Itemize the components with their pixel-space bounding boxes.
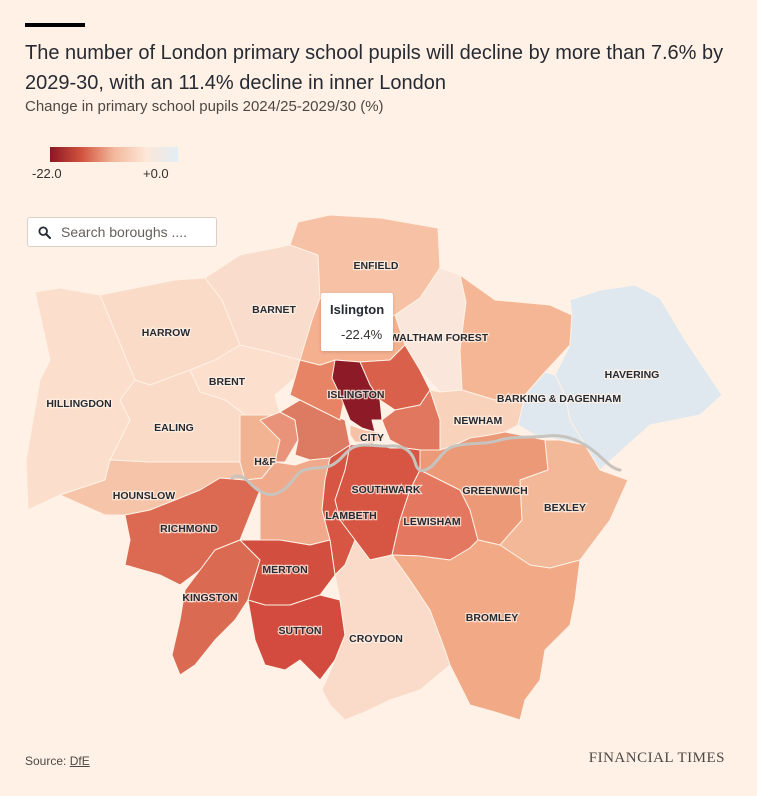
label-harrow: HARROW — [142, 327, 190, 339]
label-sutton: SUTTON — [279, 625, 322, 637]
label-city: CITY — [360, 432, 384, 444]
label-ealing: EALING — [154, 422, 194, 434]
source-link[interactable]: DfE — [69, 754, 90, 768]
source-label: Source: — [25, 754, 67, 768]
label-barking-dagenham: BARKING & DAGENHAM — [497, 393, 622, 405]
label-islington: ISLINGTON — [328, 389, 385, 401]
label-hounslow: HOUNSLOW — [113, 490, 176, 502]
borough-tooltip: Islington -22.4% — [321, 293, 393, 351]
label-lewisham: LEWISHAM — [403, 516, 460, 528]
label-merton: MERTON — [262, 564, 307, 576]
borough-sutton[interactable] — [247, 594, 346, 681]
label-barnet: BARNET — [252, 304, 296, 316]
borough-islington[interactable] — [331, 359, 383, 433]
label-bexley: BEXLEY — [544, 502, 586, 514]
tooltip-borough-name: Islington — [330, 302, 385, 317]
label-lambeth: LAMBETH — [325, 510, 376, 522]
borough-croydon[interactable] — [321, 539, 451, 721]
label-southwark: SOUTHWARK — [352, 484, 421, 496]
label-brent: BRENT — [209, 376, 246, 388]
source-note: Source: DfE — [25, 754, 90, 768]
label-bromley: BROMLEY — [466, 612, 519, 624]
label-waltham-forest: WALTHAM FOREST — [390, 332, 489, 344]
label-havering: HAVERING — [605, 369, 660, 381]
chart-subtitle: Change in primary school pupils 2024/25-… — [25, 98, 384, 115]
ft-logo: FINANCIAL TIMES — [588, 750, 725, 766]
label-croydon: CROYDON — [349, 633, 403, 645]
borough-city[interactable] — [349, 424, 386, 444]
color-scale-legend — [50, 147, 178, 162]
search-input[interactable] — [59, 223, 213, 241]
borough-search-box[interactable] — [27, 217, 217, 247]
borough-barking-dagenham[interactable] — [517, 371, 586, 446]
label-hillingdon: HILLINGDON — [46, 398, 111, 410]
label-richmond: RICHMOND — [160, 523, 218, 535]
header-rule — [25, 23, 85, 27]
legend-max-label: +0.0 — [143, 166, 169, 181]
river-thames — [230, 434, 622, 497]
borough-merton[interactable] — [239, 539, 336, 606]
chart-title: The number of London primary school pupi… — [25, 42, 724, 94]
label-enfield: ENFIELD — [354, 260, 399, 272]
label-hf: H&F — [254, 456, 276, 468]
borough-bromley[interactable] — [391, 539, 581, 721]
label-greenwich: GREENWICH — [462, 485, 527, 497]
label-kingston: KINGSTON — [182, 592, 237, 604]
label-newham: NEWHAM — [454, 415, 503, 427]
legend-min-label: -22.0 — [32, 166, 62, 181]
search-icon — [38, 225, 51, 239]
tooltip-value: -22.4% — [341, 327, 383, 342]
